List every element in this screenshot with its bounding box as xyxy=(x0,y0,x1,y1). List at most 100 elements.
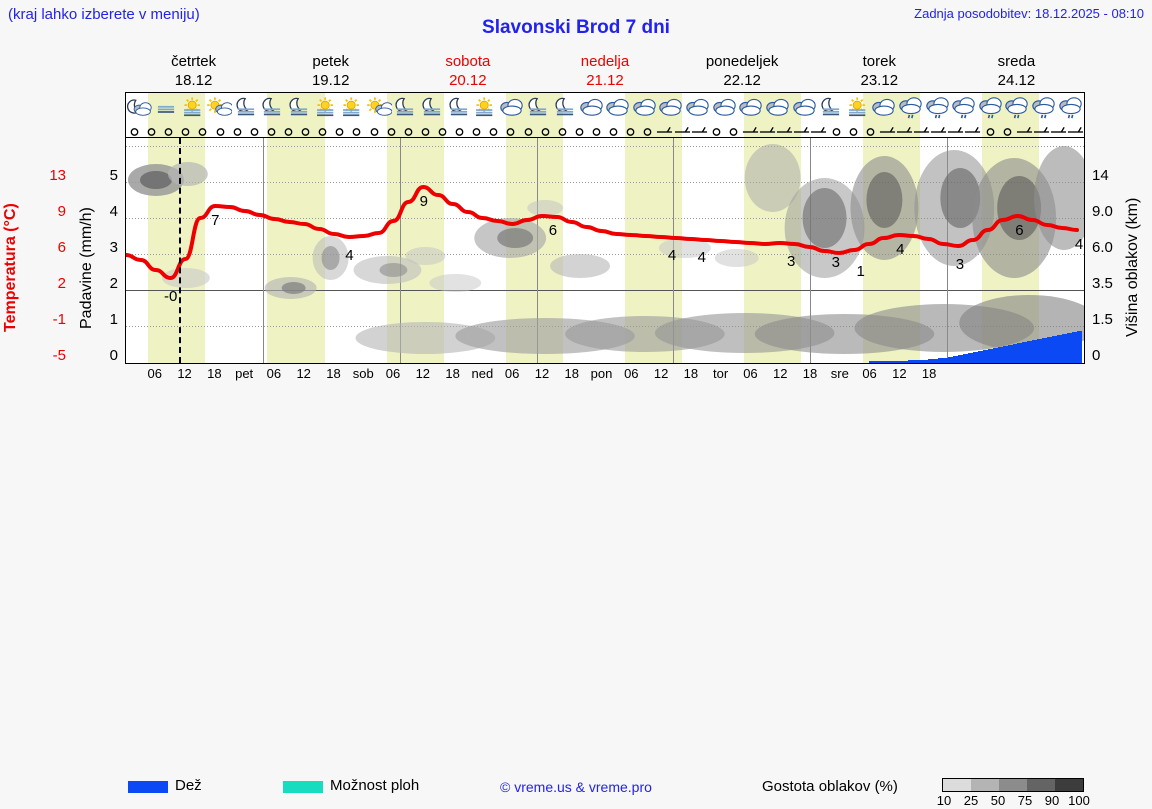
weather-icon-moon-fog xyxy=(818,93,845,126)
hour-label: 12 xyxy=(534,366,550,381)
hour-label: 18 xyxy=(207,366,222,381)
rain-bar xyxy=(1032,339,1038,363)
wind-barb-symbol xyxy=(656,126,673,137)
temperature-label: -0 xyxy=(164,288,178,305)
temperature-label: 4 xyxy=(896,241,905,258)
chart-plot-area[interactable]: -0 7 4 9 6 4 4 3 3 1 4 3 6 4 xyxy=(126,138,1084,363)
rain-bar xyxy=(1052,335,1058,363)
wind-barb-symbol xyxy=(691,126,708,137)
cloud-density-colorbar xyxy=(942,778,1084,792)
temperature-tick: 2 xyxy=(57,275,66,292)
wind-calm-symbol xyxy=(845,126,862,137)
weather-icon-sun-fog xyxy=(339,93,366,126)
value-gridline xyxy=(126,182,1084,183)
rain-bar xyxy=(1077,331,1083,363)
weather-icon-cloud-rain xyxy=(924,93,951,126)
wind-barb-symbol xyxy=(1033,126,1050,137)
hour-label: pon xyxy=(590,366,613,381)
wind-calm-symbol xyxy=(383,126,400,137)
weather-chart[interactable]: -0 7 4 9 6 4 4 3 3 1 4 3 6 4 xyxy=(125,92,1085,364)
wind-barb-symbol xyxy=(947,126,964,137)
wind-calm-symbol xyxy=(400,126,417,137)
weather-icon-cloud-rain xyxy=(1004,93,1031,126)
wind-barb-symbol xyxy=(1067,126,1084,137)
cloud-density-swatch xyxy=(943,779,971,791)
day-column-2: petek 19.12 xyxy=(262,52,399,90)
hour-label: 12 xyxy=(415,366,431,381)
wind-calm-symbol xyxy=(708,126,725,137)
copyright-credit[interactable]: © vreme.us & vreme.pro xyxy=(500,779,652,795)
wind-calm-symbol xyxy=(246,126,263,137)
weather-icon-moon-fog xyxy=(286,93,313,126)
rain-bar xyxy=(992,348,998,363)
day-name: nedelja xyxy=(580,53,630,70)
chart-legend: Dež Možnost ploh © vreme.us & vreme.pro … xyxy=(0,388,1152,808)
cloud-density-tick: 25 xyxy=(963,793,979,808)
value-gridline xyxy=(126,290,1084,291)
wind-calm-symbol xyxy=(554,126,571,137)
precipitation-axis-title: Padavine (mm/h) xyxy=(78,207,95,329)
wind-calm-symbol xyxy=(212,126,229,137)
hour-label: 12 xyxy=(772,366,788,381)
temperature-value-labels: -0 7 4 9 6 4 4 3 3 1 4 3 6 4 xyxy=(126,138,1084,363)
rain-bar xyxy=(1002,345,1008,363)
wind-calm-symbol xyxy=(331,126,348,137)
rain-bar xyxy=(987,349,993,363)
wind-barb-symbol xyxy=(1016,126,1033,137)
cloud-density-blob xyxy=(167,162,208,186)
cloud-density-legend-title: Gostota oblakov (%) xyxy=(762,778,898,795)
wind-calm-symbol xyxy=(605,126,622,137)
wind-calm-symbol xyxy=(194,126,211,137)
cloud-density-blob xyxy=(940,168,981,228)
rain-bar xyxy=(908,360,914,363)
hour-label: pet xyxy=(235,366,254,381)
weather-icon-moon-fog xyxy=(392,93,419,126)
hour-label: 18 xyxy=(683,366,699,381)
precipitation-tick: 0 xyxy=(109,347,118,364)
precipitation-tick: 4 xyxy=(109,203,118,220)
weather-icon-band xyxy=(126,93,1084,138)
wind-calm-symbol xyxy=(143,126,160,137)
weather-icon-moon-fog xyxy=(232,93,259,126)
wind-calm-symbol xyxy=(502,126,519,137)
cloud-density-tick: 100 xyxy=(1068,793,1090,808)
cloud_height-tick: 6.0 xyxy=(1092,239,1113,256)
weather-icon-cloud-rain xyxy=(951,93,978,126)
weather-icon-moon-fog xyxy=(259,93,286,126)
rain-bar xyxy=(1062,333,1068,363)
cloud-density-blob xyxy=(658,238,711,258)
day-name: torek xyxy=(862,53,896,70)
hour-label: 12 xyxy=(177,366,192,381)
cloud_height-tick: 14 xyxy=(1092,167,1109,184)
day-date: 23.12 xyxy=(860,72,899,89)
day-column-1: četrtek 18.12 xyxy=(125,52,262,90)
cloud-density-blob xyxy=(550,254,610,278)
rain-bar xyxy=(943,357,948,363)
cloud-height-axis-title: Višina oblakov (km) xyxy=(1124,197,1141,337)
cloud-density-blob xyxy=(527,200,564,216)
day-column-4: nedelja 21.12 xyxy=(536,52,673,90)
rain-bar xyxy=(1072,332,1078,363)
rain-bar xyxy=(873,361,879,363)
rain-bar xyxy=(1017,342,1023,363)
hour-label: sob xyxy=(352,366,374,381)
rain-bar xyxy=(1012,343,1018,363)
cloud-density-blob xyxy=(405,247,446,265)
temperature-tick: 6 xyxy=(57,239,66,256)
wind-calm-symbol xyxy=(468,126,485,137)
wind-calm-symbol xyxy=(177,126,194,137)
cloud_height-tick: 0 xyxy=(1092,347,1101,364)
day-column-7: sreda 24.12 xyxy=(948,52,1085,90)
current-time-marker xyxy=(179,138,181,363)
hour-label: 06 xyxy=(385,366,401,381)
rain-bar xyxy=(1042,337,1048,363)
wind-calm-symbol xyxy=(348,126,365,137)
weather-icon-cloud xyxy=(632,93,659,126)
rain-bar xyxy=(957,355,963,363)
day-divider xyxy=(262,138,264,363)
temperature-label: 4 xyxy=(667,247,677,264)
temperature-axis-title: Temperatura (°C) xyxy=(2,203,19,333)
rain-bar xyxy=(1007,344,1013,363)
cloud-density-blob xyxy=(429,274,482,292)
showers-legend-label: Možnost ploh xyxy=(330,777,420,794)
